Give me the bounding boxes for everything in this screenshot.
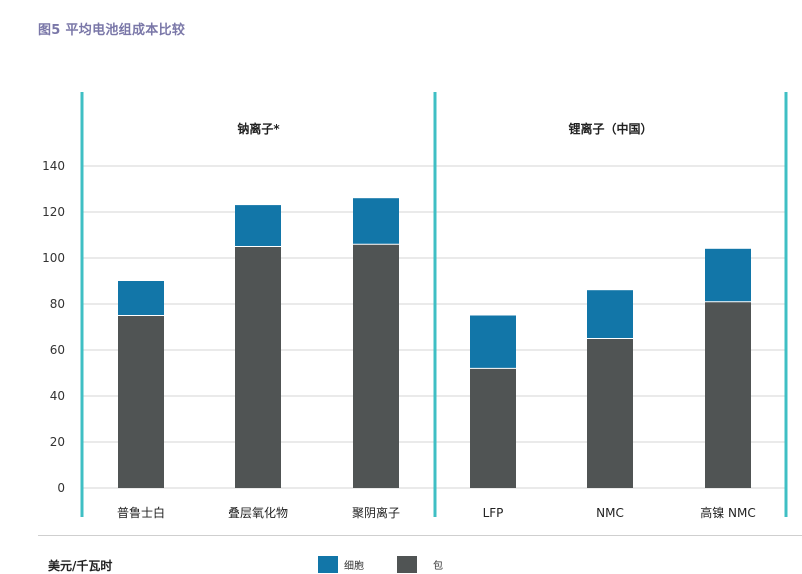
footer-divider	[38, 535, 802, 536]
x-category-label-3: LFP	[483, 506, 504, 520]
x-category-label-5: 高镍 NMC	[700, 505, 756, 520]
group-label-1: 锂离子（中国）	[568, 121, 652, 136]
bar-cell-1	[235, 205, 281, 247]
bar-pack-5	[705, 301, 751, 488]
label-layer: 0 20 40 60 80 100 120 140 普鲁士白 叠层氧化物 聚阴离子 LFP NMC 高镍 …	[42, 121, 756, 520]
bar-pack-1	[235, 246, 281, 488]
x-category-label-1: 叠层氧化物	[228, 506, 288, 520]
bar-layer	[118, 198, 751, 488]
bar-pack-3	[470, 368, 516, 488]
legend-item-pack: 包	[397, 556, 443, 573]
y-tick-label-140: 140	[42, 159, 65, 173]
figure-title: 图5 平均电池组成本比较	[38, 23, 186, 38]
bar-cell-5	[705, 248, 751, 302]
legend-label-cell: 细胞	[344, 561, 364, 572]
bar-pack-0	[118, 315, 164, 488]
x-category-label-0: 普鲁士白	[117, 505, 165, 520]
y-tick-label-80: 80	[50, 297, 65, 311]
y-tick-label-60: 60	[50, 343, 65, 357]
y-tick-label-120: 120	[42, 205, 65, 219]
group-label-0: 钠离子*	[237, 121, 280, 136]
x-category-label-2: 聚阴离子	[352, 505, 400, 520]
bar-cell-2	[353, 198, 399, 245]
legend-label-pack: 包	[433, 561, 443, 572]
group-separators	[80, 92, 788, 517]
bar-pack-4	[587, 338, 633, 488]
bar-cell-3	[470, 315, 516, 369]
bar-cell-4	[587, 290, 633, 339]
legend-item-cell: 细胞	[318, 556, 364, 573]
x-category-label-4: NMC	[596, 506, 624, 520]
bar-pack-2	[353, 244, 399, 488]
y-tick-label-40: 40	[50, 389, 65, 403]
bar-cell-0	[118, 281, 164, 316]
legend-swatch-cell	[318, 556, 338, 573]
y-tick-label-20: 20	[50, 435, 65, 449]
y-tick-label-100: 100	[42, 251, 65, 265]
y-unit-label: 美元/千瓦时	[48, 559, 113, 573]
legend-swatch-pack	[397, 556, 417, 573]
y-tick-label-0: 0	[57, 481, 65, 495]
